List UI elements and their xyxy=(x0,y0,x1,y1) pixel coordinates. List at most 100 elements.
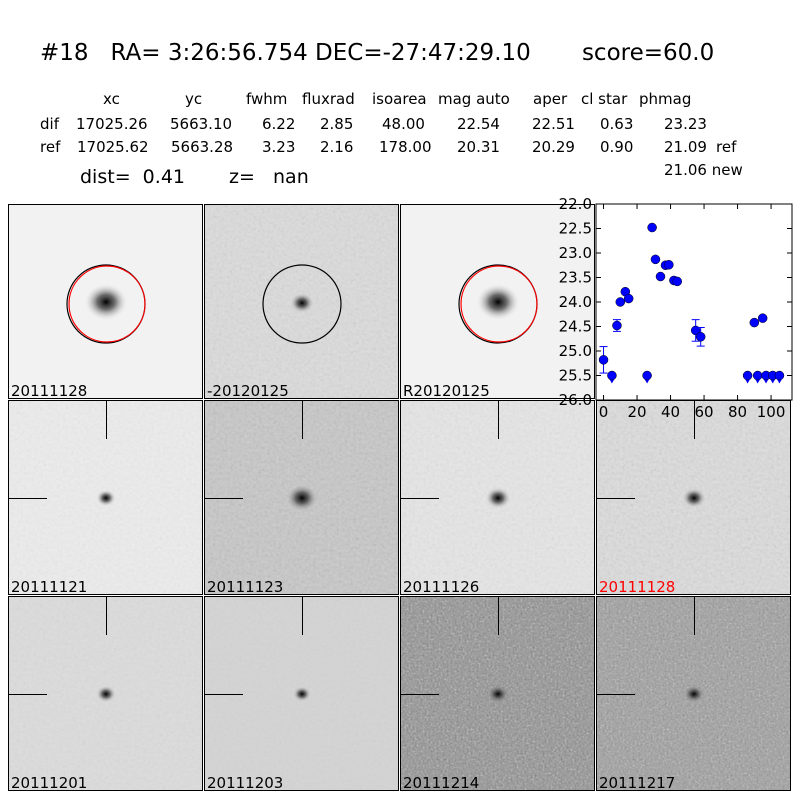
column-header: isoarea xyxy=(372,90,427,108)
image-stamp[interactable]: R20120125 xyxy=(400,204,595,399)
table-cell: 2.16 xyxy=(320,138,354,156)
detection-point xyxy=(650,254,661,265)
detection-point xyxy=(749,317,760,328)
row-suffix: ref xyxy=(716,138,737,156)
stamp-date-label: 20111203 xyxy=(207,774,284,791)
crosshair-vertical xyxy=(694,401,695,439)
table-cell: 22.54 xyxy=(457,115,500,133)
y-tick-label: 23.0 xyxy=(559,244,592,262)
stamp-date-label: 20111201 xyxy=(11,774,88,791)
x-tick-label: 100 xyxy=(757,403,786,420)
image-stamp[interactable]: 20111128 xyxy=(8,204,203,399)
stamp-date-label: 20111126 xyxy=(403,578,480,595)
detection-point xyxy=(664,260,674,270)
table-cell: 21.09 xyxy=(664,138,707,156)
crosshair-vertical xyxy=(498,597,499,635)
stamp-date-label: R20120125 xyxy=(403,382,490,399)
crosshair-vertical xyxy=(302,597,303,635)
column-header: fwhm xyxy=(246,90,288,108)
x-tick-label: 40 xyxy=(661,403,680,420)
phmag-new-label: new xyxy=(711,161,743,179)
table-cell: 5663.28 xyxy=(171,138,234,156)
y-tick-label: 25.5 xyxy=(559,367,592,385)
phmag-new: 21.06 new xyxy=(664,161,743,179)
detection-point xyxy=(695,332,706,342)
crosshair-horizontal xyxy=(205,498,243,499)
y-tick-label: 24.5 xyxy=(559,318,592,336)
x-tick-label: 80 xyxy=(728,403,747,420)
stamp-date-label: 20111123 xyxy=(207,578,284,595)
stamp-date-label: 20111217 xyxy=(599,774,676,791)
crosshair-vertical xyxy=(694,597,695,635)
phmag-new-value: 21.06 xyxy=(664,161,707,179)
table-cell: 5663.10 xyxy=(170,115,233,133)
detection-point xyxy=(612,320,622,331)
image-stamp[interactable]: 20111201 xyxy=(8,596,203,791)
column-header: mag auto xyxy=(438,90,510,108)
detection-point xyxy=(647,222,657,233)
table-cell: 17025.62 xyxy=(77,138,149,156)
crosshair-horizontal xyxy=(597,694,635,695)
row-label: ref xyxy=(40,138,61,156)
table-cell: 17025.26 xyxy=(76,115,148,133)
detection-point xyxy=(655,271,666,282)
crosshair-horizontal xyxy=(401,498,439,499)
table-cell: 0.63 xyxy=(600,115,634,133)
y-tick-label: 23.5 xyxy=(559,269,592,287)
table-cell: 2.85 xyxy=(320,115,354,133)
crosshair-vertical xyxy=(302,401,303,439)
z-value: z= nan xyxy=(229,166,309,188)
image-stamp[interactable]: 20111121 xyxy=(8,400,203,595)
detection-point xyxy=(623,293,634,304)
x-tick-label: 20 xyxy=(627,403,646,420)
column-header: cl star xyxy=(581,90,628,108)
stamp-date-label: 20111128 xyxy=(11,382,88,399)
table-cell: 23.23 xyxy=(664,115,707,133)
table-cell: 20.29 xyxy=(532,138,575,156)
table-cell: 3.23 xyxy=(262,138,296,156)
table-cell: 6.22 xyxy=(262,115,296,133)
table-cell: 20.31 xyxy=(457,138,500,156)
crosshair-horizontal xyxy=(401,694,439,695)
x-tick-label: 0 xyxy=(599,403,609,420)
crosshair-horizontal xyxy=(9,498,47,499)
stamp-date-label: -20120125 xyxy=(207,382,289,399)
detection-point xyxy=(672,276,682,287)
image-stamp[interactable]: 20111217 xyxy=(596,596,791,791)
y-tick-label: 26.0 xyxy=(559,391,592,409)
crosshair-horizontal xyxy=(597,498,635,499)
y-tick-label: 24.0 xyxy=(559,293,592,311)
detection-point xyxy=(690,325,701,336)
upper-limit-point xyxy=(774,370,785,381)
x-tick-label: 60 xyxy=(695,403,714,420)
table-cell: 48.00 xyxy=(382,115,425,133)
image-stamp[interactable]: -20120125 xyxy=(204,204,399,399)
image-stamp[interactable]: 20111128 xyxy=(596,400,791,595)
crosshair-vertical xyxy=(498,401,499,439)
table-cell: 22.51 xyxy=(532,115,575,133)
column-header: phmag xyxy=(639,90,692,108)
column-header: yc xyxy=(185,90,203,108)
crosshair-horizontal xyxy=(205,694,243,695)
aperture-circle xyxy=(262,264,342,344)
candidate-title: #18 RA= 3:26:56.754 DEC=-27:47:29.10 sco… xyxy=(40,40,715,66)
dist-value: dist= 0.41 xyxy=(80,166,185,188)
column-header: xc xyxy=(103,90,120,108)
image-stamp[interactable]: 20111123 xyxy=(204,400,399,595)
y-tick-label: 22.0 xyxy=(559,195,592,213)
upper-limit-point xyxy=(752,370,763,381)
detection-point xyxy=(615,297,626,307)
upper-limit-point xyxy=(642,370,652,381)
image-stamp[interactable]: 20111214 xyxy=(400,596,595,791)
detection-point xyxy=(757,313,768,323)
upper-limit-point xyxy=(607,370,617,381)
detection-point xyxy=(598,355,609,365)
image-stamp[interactable]: 20111203 xyxy=(204,596,399,791)
column-header: aper xyxy=(533,90,568,108)
column-header: fluxrad xyxy=(302,90,355,108)
row-label: dif xyxy=(40,115,59,133)
light-curve-chart: 22.0 22.5 23.0 23.5 24.0 24.5 25.0 25.5 26.0 0 20 4… xyxy=(559,195,793,420)
crosshair-horizontal xyxy=(9,694,47,695)
image-stamp[interactable]: 20111126 xyxy=(400,400,595,595)
